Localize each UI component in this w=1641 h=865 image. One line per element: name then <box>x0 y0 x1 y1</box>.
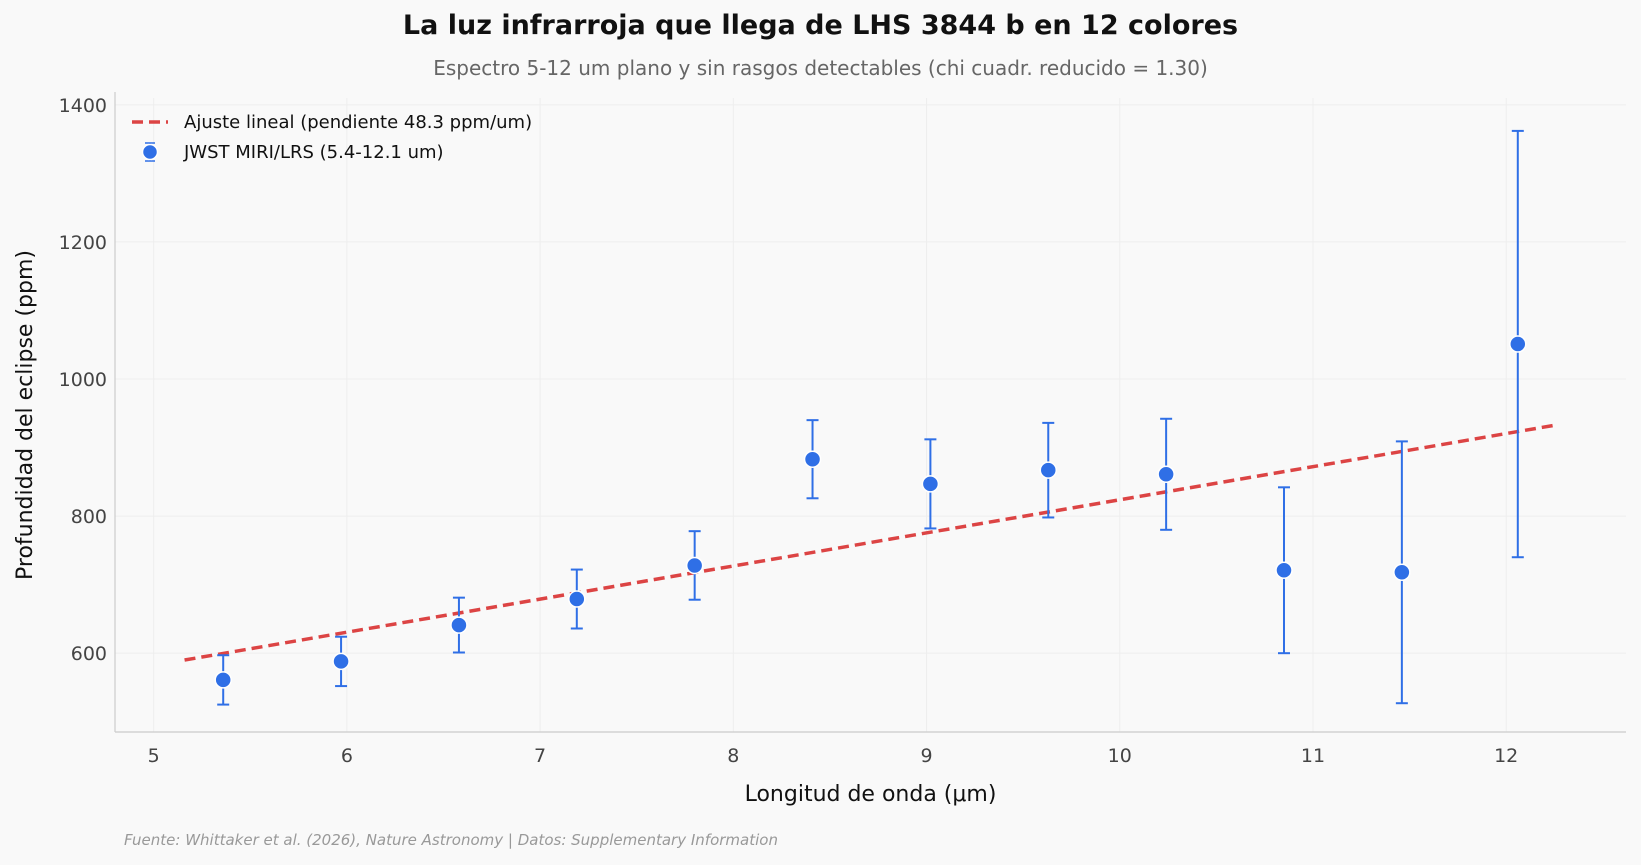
y-axis-label: Profundidad del eclipse (ppm) <box>13 250 38 580</box>
x-tick-label: 7 <box>534 745 546 767</box>
y-tick-label: 800 <box>71 506 107 528</box>
x-tick-label: 10 <box>1108 745 1132 767</box>
data-point <box>921 475 940 493</box>
y-tick-label: 1200 <box>59 232 107 254</box>
data-point <box>214 671 232 689</box>
x-tick-label: 9 <box>920 745 932 767</box>
data-point <box>1393 563 1411 582</box>
data-point <box>1157 465 1175 484</box>
x-axis-label: Longitud de onda (μm) <box>745 782 997 807</box>
y-tick-label: 600 <box>71 643 107 665</box>
legend-points-label: JWST MIRI/LRS (5.4-12.1 um) <box>184 141 444 163</box>
chart-title: La luz infrarroja que llega de LHS 3844 … <box>402 10 1239 41</box>
y-tick-label: 1400 <box>59 95 107 117</box>
data-point <box>685 556 704 575</box>
legend-fit-label: Ajuste lineal (pendiente 48.3 ppm/um) <box>184 111 533 133</box>
data-point <box>803 450 822 468</box>
legend-points-swatch <box>141 142 159 162</box>
x-tick-label: 12 <box>1494 745 1518 767</box>
legend-item-fit: Ajuste lineal (pendiente 48.3 ppm/um) <box>130 107 532 137</box>
data-point <box>1509 335 1527 353</box>
fit-line <box>184 423 1557 662</box>
data-point <box>450 616 468 634</box>
data-point <box>1275 561 1293 579</box>
chart-subtitle: Espectro 5-12 um plano y sin rasgos dete… <box>433 56 1208 80</box>
data-point <box>1039 461 1058 479</box>
legend-fit-swatch <box>132 120 168 124</box>
legend: Ajuste lineal (pendiente 48.3 ppm/um) JW… <box>130 107 532 167</box>
data-point <box>332 652 350 671</box>
source-note: Fuente: Whittaker et al. (2026), Nature … <box>124 831 778 849</box>
x-tick-label: 5 <box>148 745 160 767</box>
x-tick-label: 11 <box>1301 745 1325 767</box>
legend-item-points: JWST MIRI/LRS (5.4-12.1 um) <box>130 137 532 167</box>
x-tick-label: 8 <box>727 745 739 767</box>
y-tick-label: 1000 <box>59 369 107 391</box>
x-tick-label: 6 <box>341 745 353 767</box>
data-point <box>568 590 586 608</box>
